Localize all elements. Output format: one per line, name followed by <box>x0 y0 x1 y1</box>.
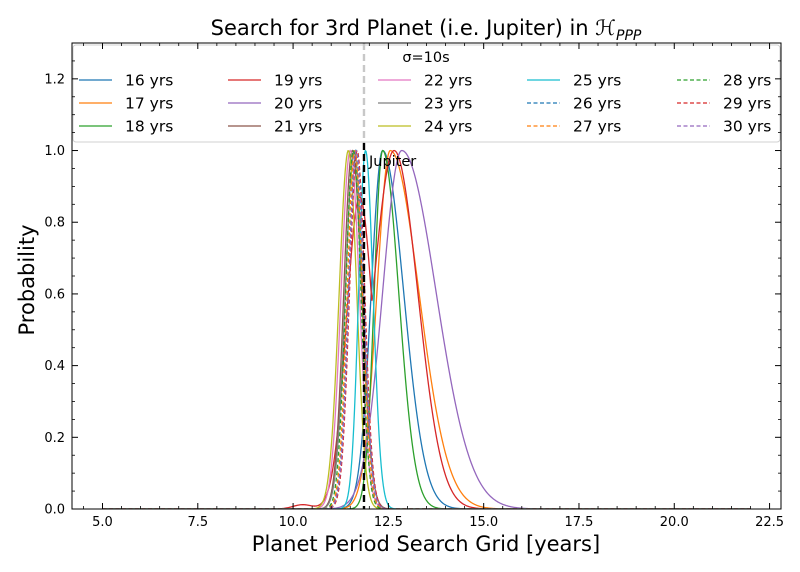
series-line-5 <box>102 149 751 509</box>
x-tick-label: 20.0 <box>660 515 689 530</box>
series-line-9 <box>102 150 751 509</box>
legend-title: σ=10s <box>402 50 449 66</box>
legend-label-8: 23 yrs <box>424 95 472 113</box>
title-text: Search for 3rd Planet (i.e. Jupiter) in <box>211 16 596 40</box>
series-line-2 <box>102 149 751 509</box>
x-tick-label: 5.0 <box>92 515 113 530</box>
series-line-6 <box>102 149 751 509</box>
series-line-1 <box>102 149 751 509</box>
legend-label-14: 29 yrs <box>723 95 771 113</box>
x-tick-label: 10.0 <box>279 515 308 530</box>
series-line-12 <box>102 150 751 509</box>
y-tick-label: 1.0 <box>44 144 65 159</box>
y-tick-label: 0.4 <box>44 359 65 374</box>
series-line-7 <box>102 149 751 509</box>
legend-label-7: 22 yrs <box>424 72 472 90</box>
y-tick-label: 0.2 <box>44 431 65 446</box>
title-subscript: PPP <box>616 28 642 44</box>
legend-label-4: 19 yrs <box>274 72 322 90</box>
legend-label-2: 17 yrs <box>125 95 173 113</box>
series-line-13 <box>102 149 751 509</box>
plot-area: Jupiter <box>102 143 751 509</box>
y-tick-label: 1.2 <box>44 72 65 87</box>
series-line-11 <box>102 148 751 509</box>
legend-label-6: 21 yrs <box>274 118 322 136</box>
legend-label-3: 18 yrs <box>125 118 173 136</box>
series-line-10 <box>102 149 751 509</box>
y-tick-label: 0.6 <box>44 287 65 302</box>
legend-label-10: 25 yrs <box>573 72 621 90</box>
series-line-15 <box>102 149 751 509</box>
axes: 5.0 7.5 10.0 12.5 15.0 17.5 20.0 22.5 0.0 0.2 0.4 0… <box>44 42 784 530</box>
y-tick-label: 0.0 <box>44 503 65 518</box>
chart-title: Search for 3rd Planet (i.e. Jupiter) in … <box>211 16 642 44</box>
y-axis-label: Probability <box>15 224 39 335</box>
legend-label-5: 20 yrs <box>274 95 322 113</box>
series-line-3 <box>102 149 751 509</box>
legend-label-1: 16 yrs <box>125 72 173 90</box>
x-tick-label: 12.5 <box>374 515 403 530</box>
title-math: ℋ <box>595 16 616 40</box>
x-tick-label: 7.5 <box>187 515 208 530</box>
series-line-4 <box>102 149 751 509</box>
series-line-14 <box>102 149 751 509</box>
x-axis-label: Planet Period Search Grid [years] <box>252 532 600 556</box>
legend-label-11: 26 yrs <box>573 95 621 113</box>
legend-label-9: 24 yrs <box>424 118 472 136</box>
series-line-8 <box>102 149 751 509</box>
jupiter-label: Jupiter <box>368 154 416 170</box>
legend: σ=10s 16 yrs 17 yrs 18 yrs 19 yrs 20 yrs 21 yr… <box>72 43 781 143</box>
legend-label-12: 27 yrs <box>573 118 621 136</box>
series-group <box>102 148 751 509</box>
x-tick-label: 17.5 <box>564 515 593 530</box>
legend-label-15: 30 yrs <box>723 118 771 136</box>
y-tick-label: 0.8 <box>44 216 65 231</box>
legend-label-13: 28 yrs <box>723 72 771 90</box>
x-tick-label: 22.5 <box>755 515 784 530</box>
x-tick-label: 15.0 <box>469 515 498 530</box>
